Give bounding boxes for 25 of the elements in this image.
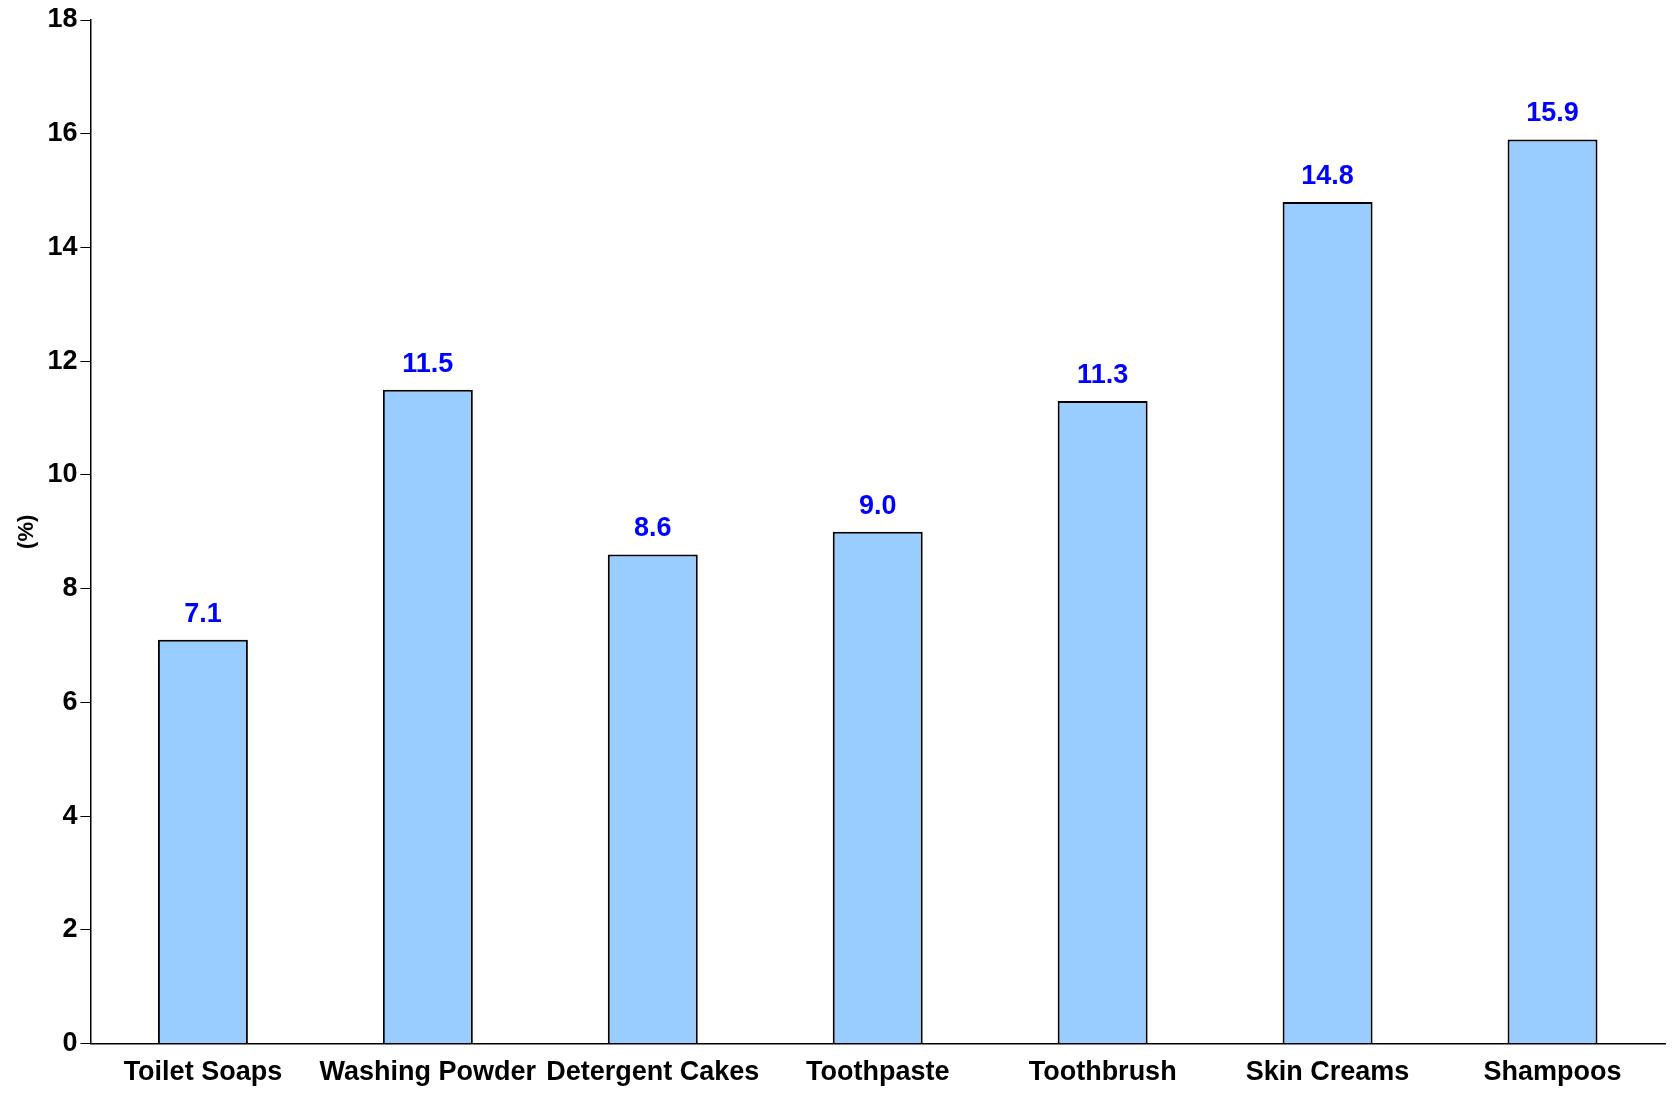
x-tick-label: Toothpaste (805, 1056, 950, 1087)
data-label: 8.6 (634, 512, 672, 543)
x-tick-label: Toilet Soaps (123, 1056, 283, 1087)
y-tick-label: 2 (62, 913, 78, 944)
y-tick-label: 4 (62, 799, 78, 830)
x-tick-label: Detergent Cakes (546, 1056, 760, 1087)
x-tick-label: Shampoos (1483, 1056, 1622, 1087)
data-label: 9.0 (858, 489, 897, 520)
y-axis-title: (%) (13, 514, 39, 549)
y-tick-label: 0 (62, 1027, 78, 1058)
y-tick-label: 12 (47, 344, 78, 375)
y-tick-label: 10 (47, 458, 78, 489)
x-tick-label: Toothbrush (1028, 1056, 1177, 1087)
y-tick-label: 6 (62, 685, 78, 716)
data-label: 11.5 (402, 347, 454, 378)
y-tick-label: 16 (47, 117, 78, 148)
y-tick-label: 8 (62, 572, 78, 603)
x-tick-label: Washing Powder (319, 1056, 537, 1087)
data-label: 11.3 (1077, 358, 1129, 389)
data-label: 14.8 (1301, 159, 1354, 190)
data-label: 15.9 (1526, 97, 1579, 128)
y-tick-label: 14 (47, 230, 78, 261)
data-label: 7.1 (184, 597, 222, 628)
y-tick-label: 18 (47, 3, 78, 34)
x-tick-label: Skin Creams (1245, 1056, 1410, 1087)
